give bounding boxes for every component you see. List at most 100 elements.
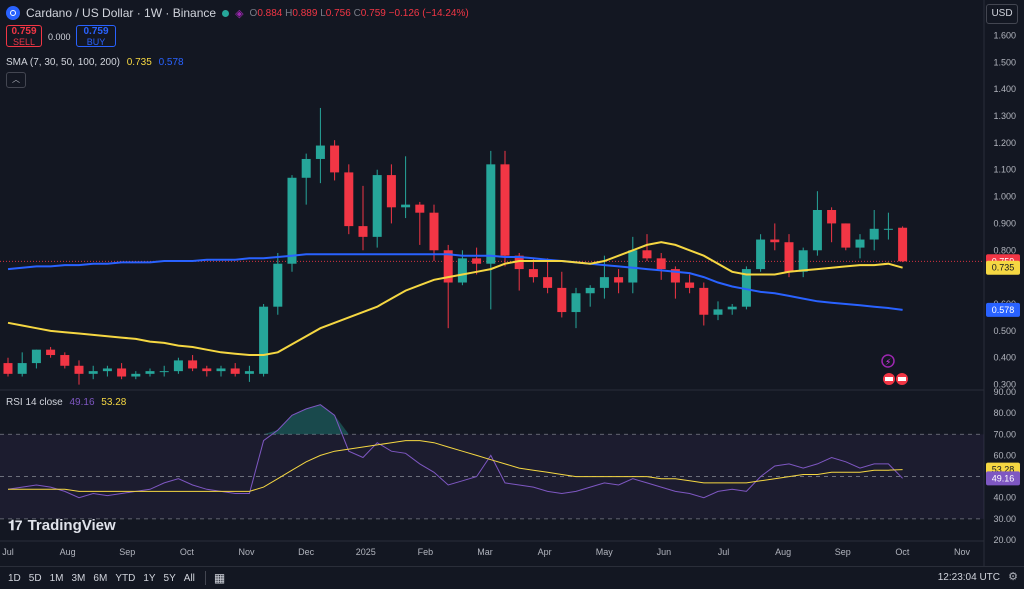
event-markers[interactable]: ⚡ bbox=[878, 352, 912, 393]
rsi-tick-label: 40.00 bbox=[993, 493, 1016, 503]
candle bbox=[17, 352, 27, 377]
price-tag-text: 0.735 bbox=[992, 263, 1015, 273]
divider bbox=[204, 571, 206, 585]
candle bbox=[898, 226, 908, 263]
candle bbox=[415, 201, 425, 245]
candle-body bbox=[3, 363, 13, 374]
candle-body bbox=[60, 355, 70, 366]
tradingview-logo[interactable]: 𝟏7 TradingView bbox=[8, 517, 116, 534]
share-icon[interactable]: ◈ bbox=[235, 7, 244, 20]
candle bbox=[117, 363, 127, 380]
candle-body bbox=[741, 269, 751, 307]
candle bbox=[131, 371, 141, 380]
candle-body bbox=[898, 227, 908, 262]
candle bbox=[642, 234, 652, 262]
rsi-tick-label: 20.00 bbox=[993, 535, 1016, 545]
price-tick-label: 0.300 bbox=[993, 380, 1016, 390]
candle-body bbox=[727, 306, 737, 310]
currency-button[interactable]: USD bbox=[986, 4, 1018, 24]
candle-body bbox=[315, 145, 325, 159]
candle-body bbox=[401, 204, 411, 208]
date-range-icon[interactable]: ▦ bbox=[213, 571, 226, 585]
tf-5y[interactable]: 5Y bbox=[163, 572, 176, 584]
candle bbox=[841, 223, 851, 251]
chart-background bbox=[0, 0, 1024, 566]
candle bbox=[770, 223, 780, 251]
time-tick-label: Aug bbox=[60, 547, 76, 557]
price-tag-bg bbox=[986, 260, 1020, 275]
candle bbox=[827, 207, 837, 243]
candle-body bbox=[102, 368, 112, 372]
candle bbox=[599, 255, 609, 299]
candle-body bbox=[599, 277, 609, 288]
tf-1m[interactable]: 1M bbox=[49, 572, 64, 584]
rsi-overbought-fill bbox=[263, 404, 349, 435]
tf-1y[interactable]: 1Y bbox=[143, 572, 156, 584]
tf-5d[interactable]: 5D bbox=[28, 572, 42, 584]
rsi-legend[interactable]: RSI 14 close 49.16 53.28 bbox=[6, 397, 127, 408]
candle-body bbox=[159, 371, 169, 373]
rsi-tag: 49.16 bbox=[986, 471, 1020, 486]
tf-ytd[interactable]: YTD bbox=[115, 572, 136, 584]
price-tick-label: 1.500 bbox=[993, 57, 1016, 67]
candle-body bbox=[145, 371, 155, 374]
candle bbox=[614, 269, 624, 294]
candle bbox=[812, 191, 822, 256]
buy-button[interactable]: 0.759 BUY bbox=[76, 25, 116, 47]
candle-body bbox=[131, 373, 141, 377]
candle-body bbox=[17, 363, 27, 374]
tf-all[interactable]: All bbox=[183, 572, 195, 584]
rsi-tick-label: 30.00 bbox=[993, 514, 1016, 524]
time-tick-label: Apr bbox=[538, 547, 552, 557]
time-tick-label: Aug bbox=[775, 547, 791, 557]
sell-button[interactable]: 0.759 SELL bbox=[6, 25, 42, 47]
candle-body bbox=[656, 258, 666, 270]
candle bbox=[543, 258, 553, 294]
candle bbox=[188, 355, 198, 372]
market-status-icon[interactable] bbox=[222, 9, 230, 17]
candle-body bbox=[770, 239, 780, 243]
gear-icon[interactable]: ⚙ bbox=[1008, 571, 1018, 583]
candle-body bbox=[330, 145, 340, 173]
sma-legend[interactable]: SMA (7, 30, 50, 100, 200) 0.735 0.578 bbox=[6, 57, 184, 68]
candle bbox=[401, 156, 411, 219]
candle-body bbox=[585, 287, 595, 294]
rsi-tick-label: 70.00 bbox=[993, 429, 1016, 439]
time-tick-label: Feb bbox=[418, 547, 434, 557]
sma-fast-line bbox=[7, 241, 903, 356]
ohlc-values: O0.884 H0.889 L0.756 C0.759 −0.126 (−14.… bbox=[249, 7, 469, 19]
candle-body bbox=[88, 371, 98, 374]
spread-value: 0.000 bbox=[48, 32, 71, 42]
sma-slow-line bbox=[7, 253, 903, 311]
candle-body bbox=[230, 368, 240, 374]
symbol-title[interactable]: Cardano / US Dollar · 1W · Binance bbox=[26, 6, 217, 20]
candle bbox=[798, 247, 808, 278]
candle bbox=[699, 282, 709, 326]
collapse-legend-button[interactable]: ︿ bbox=[6, 72, 26, 88]
candle bbox=[88, 365, 98, 380]
tf-1d[interactable]: 1D bbox=[8, 572, 21, 584]
price-tick-label: 0.500 bbox=[993, 326, 1016, 336]
candle-body bbox=[614, 277, 624, 283]
candle-body bbox=[117, 368, 127, 377]
tf-6m[interactable]: 6M bbox=[93, 572, 108, 584]
svg-text:⚡: ⚡ bbox=[885, 358, 891, 368]
candle-body bbox=[46, 349, 56, 356]
time-tick-label: Mar bbox=[477, 547, 493, 557]
candle-body bbox=[202, 368, 212, 372]
tf-3m[interactable]: 3M bbox=[71, 572, 86, 584]
price-tick-label: 0.800 bbox=[993, 245, 1016, 255]
chart-canvas[interactable]: 1.600 1.500 1.400 1.300 1.200 1.100 1.000 0.900… bbox=[0, 0, 1024, 566]
candle-body bbox=[429, 212, 439, 251]
clock[interactable]: 12:23:04 UTC bbox=[937, 572, 1000, 583]
rsi-line bbox=[7, 404, 903, 499]
candle bbox=[756, 234, 766, 272]
candle-body bbox=[287, 177, 297, 264]
candle bbox=[784, 234, 794, 278]
time-tick-label: Jun bbox=[657, 547, 672, 557]
candle bbox=[429, 204, 439, 262]
candle bbox=[330, 140, 340, 181]
candle-body bbox=[699, 287, 709, 315]
candle-body bbox=[841, 223, 851, 248]
price-tick-label: 1.000 bbox=[993, 192, 1016, 202]
